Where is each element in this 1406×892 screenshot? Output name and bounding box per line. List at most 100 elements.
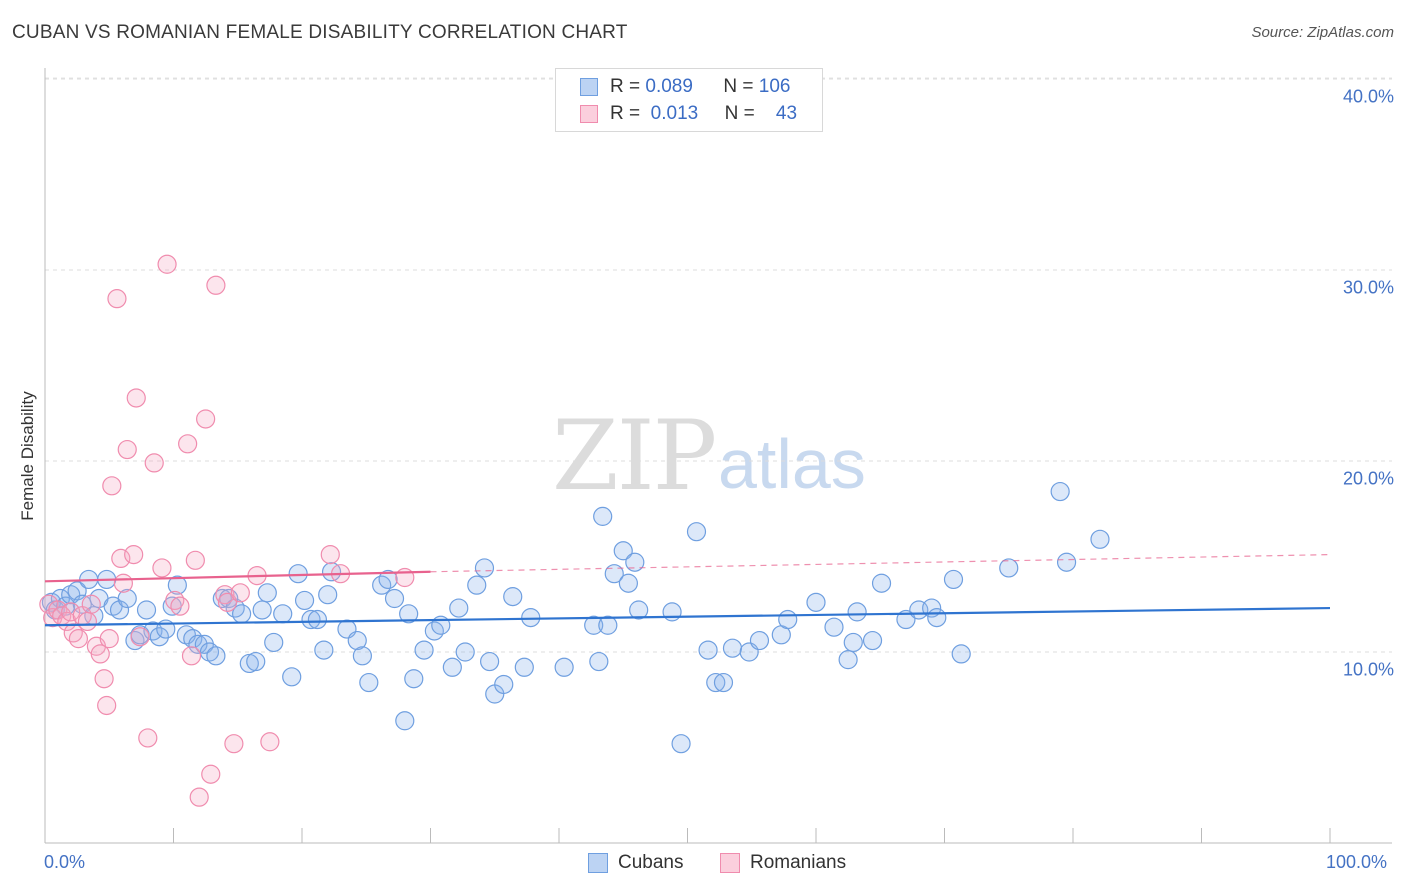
- cubans-point: [352, 646, 372, 666]
- cubans-point: [722, 638, 743, 658]
- cubans-point: [136, 600, 157, 620]
- legend-row-romanians: R = 0.013 N = 43: [580, 102, 797, 126]
- cubans-point: [474, 558, 495, 578]
- cubans-point: [824, 617, 844, 637]
- cubans-point: [125, 630, 145, 651]
- watermark-atlas: atlas: [718, 425, 866, 503]
- cubans-point: [294, 590, 315, 611]
- cubans-point: [467, 575, 487, 595]
- romanians-point: [224, 734, 244, 754]
- cubans-point: [843, 632, 863, 653]
- cubans-point: [206, 646, 226, 666]
- cubans-point: [480, 651, 500, 672]
- cubans-point: [117, 588, 137, 609]
- bottom-legend-label-cubans: Cubans: [618, 852, 684, 873]
- cubans-point: [871, 573, 892, 593]
- cubans-point: [662, 602, 682, 622]
- cubans-point: [698, 640, 718, 660]
- cubans-point: [896, 609, 916, 630]
- cubans-point: [554, 657, 574, 677]
- cubans-point: [706, 672, 726, 693]
- romanians-point: [94, 669, 114, 689]
- cubans-point: [314, 640, 334, 660]
- cubans-point: [1056, 552, 1077, 572]
- romanians-point: [170, 596, 190, 616]
- cubans-point: [514, 657, 534, 677]
- cubans-point: [598, 615, 618, 635]
- cubans-point: [252, 600, 272, 620]
- romanians-point: [81, 594, 101, 614]
- cubans-point: [347, 630, 367, 651]
- romanians-point: [230, 583, 250, 603]
- x-tick-label: 0.0%: [44, 852, 86, 872]
- romanians-point: [130, 627, 150, 647]
- cubans-point: [604, 564, 624, 584]
- y-tick-label: 20.0%: [1342, 468, 1394, 489]
- romanians-point: [107, 289, 127, 309]
- cubans-point: [183, 629, 203, 649]
- romanians-point: [152, 558, 172, 578]
- bottom-legend-label-romanians: Romanians: [750, 852, 847, 873]
- cubans-point: [257, 583, 277, 603]
- cubans-point: [307, 609, 328, 630]
- romanians-point: [97, 695, 117, 716]
- legend-r-value: 0.089: [645, 76, 693, 97]
- y-tick-label: 10.0%: [1342, 659, 1394, 680]
- cubans-trend-line: [44, 606, 1331, 627]
- romanians-point: [201, 764, 221, 784]
- romanians-trend-line: [44, 570, 431, 583]
- legend-swatch-romanians: [580, 105, 598, 123]
- cubans-point: [1090, 529, 1110, 549]
- romanians-point: [260, 732, 280, 752]
- cubans-point: [288, 564, 308, 584]
- bottom-legend-cubans: Cubans: [588, 852, 684, 874]
- cubans-point: [359, 672, 379, 693]
- romanians-point: [124, 544, 144, 565]
- x-tick-label: 100.0%: [1326, 852, 1388, 872]
- bottom-legend-swatch-romanians: [720, 853, 740, 873]
- cubans-point: [943, 569, 964, 590]
- cubans-point: [671, 734, 691, 754]
- romanians-trend-extension: [430, 553, 1331, 573]
- legend-r-label: R =: [610, 103, 641, 124]
- cubans-point: [301, 609, 321, 630]
- cubans-point: [399, 604, 419, 624]
- cubans-point: [927, 608, 947, 628]
- romanians-point: [77, 611, 98, 632]
- cubans-point: [503, 587, 523, 607]
- cubans-point: [625, 552, 645, 572]
- cubans-point: [404, 669, 424, 689]
- legend-swatch-cubans: [580, 78, 598, 96]
- y-tick-label: 40.0%: [1342, 86, 1394, 107]
- cubans-point: [749, 630, 770, 651]
- romanians-point: [165, 590, 185, 611]
- cubans-point: [414, 640, 434, 660]
- cubans-point: [584, 615, 604, 635]
- romanians-point: [178, 434, 198, 454]
- legend-r-label: R =: [610, 76, 641, 97]
- romanians-point: [68, 629, 89, 649]
- cubans-point: [378, 569, 398, 590]
- cubans-point: [109, 600, 130, 620]
- cubans-point: [1050, 481, 1070, 502]
- cubans-point: [494, 674, 514, 695]
- cubans-point: [613, 541, 633, 561]
- legend-r-value: 0.013: [650, 103, 699, 124]
- cubans-point: [449, 598, 469, 618]
- cubans-point: [318, 585, 338, 605]
- romanians-point: [157, 254, 177, 274]
- romanians-point: [61, 602, 81, 622]
- cubans-point: [149, 627, 169, 647]
- cubans-point: [589, 651, 609, 672]
- romanians-point: [99, 629, 119, 649]
- source-label: Source: ZipAtlas.com: [1251, 24, 1394, 41]
- legend-n-value: 106: [758, 76, 791, 97]
- bottom-legend-swatch-cubans: [588, 853, 608, 873]
- cubans-point: [282, 667, 302, 687]
- romanians-point: [126, 388, 146, 408]
- romanians-point: [206, 275, 226, 295]
- cubans-point: [618, 573, 638, 593]
- romanians-point: [181, 646, 202, 666]
- chart-title: CUBAN VS ROMANIAN FEMALE DISABILITY CORR…: [12, 22, 628, 43]
